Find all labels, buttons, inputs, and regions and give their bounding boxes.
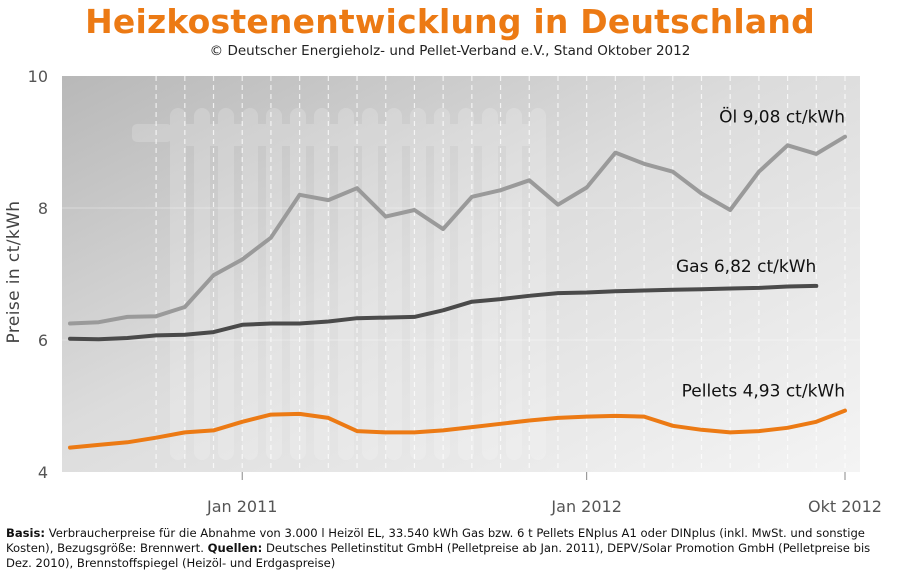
- footnote-sources-label: Quellen:: [207, 541, 263, 555]
- footnote-basis-label: Basis:: [6, 526, 46, 540]
- plot-area: [62, 76, 860, 472]
- series-label-öl: Öl 9,08 ct/kWh: [719, 106, 845, 128]
- y-tick-label: 10: [28, 67, 48, 86]
- footnote-basis-text: Verbraucherpreise für die Abnahme von 3.…: [6, 526, 865, 555]
- series-label-pellets: Pellets 4,93 ct/kWh: [682, 382, 845, 402]
- series-line-gas: [68, 283, 819, 342]
- footnote-sources-text: Deutsches Pelletinstitut GmbH (Pelletpre…: [6, 541, 871, 570]
- chart-subtitle: © Deutscher Energieholz- und Pellet-Verb…: [209, 43, 691, 59]
- radiator-graphic: [132, 108, 546, 460]
- y-tick-label: 6: [38, 331, 48, 350]
- footnote: Basis: Verbraucherpreise für die Abnahme…: [6, 526, 896, 571]
- series-line-pellets: [68, 408, 847, 450]
- y-tick-label: 4: [38, 463, 48, 482]
- x-tick-label: Okt 2012: [808, 497, 882, 516]
- x-tick-label: Jan 2011: [206, 497, 277, 516]
- y-tick-label: 8: [38, 199, 48, 218]
- x-tick-label: Jan 2012: [550, 497, 621, 516]
- series-line-öl: [68, 134, 847, 326]
- series-label-gas: Gas 6,82 ct/kWh: [676, 257, 816, 277]
- chart-title: Heizkostenentwicklung in Deutschland: [85, 2, 815, 41]
